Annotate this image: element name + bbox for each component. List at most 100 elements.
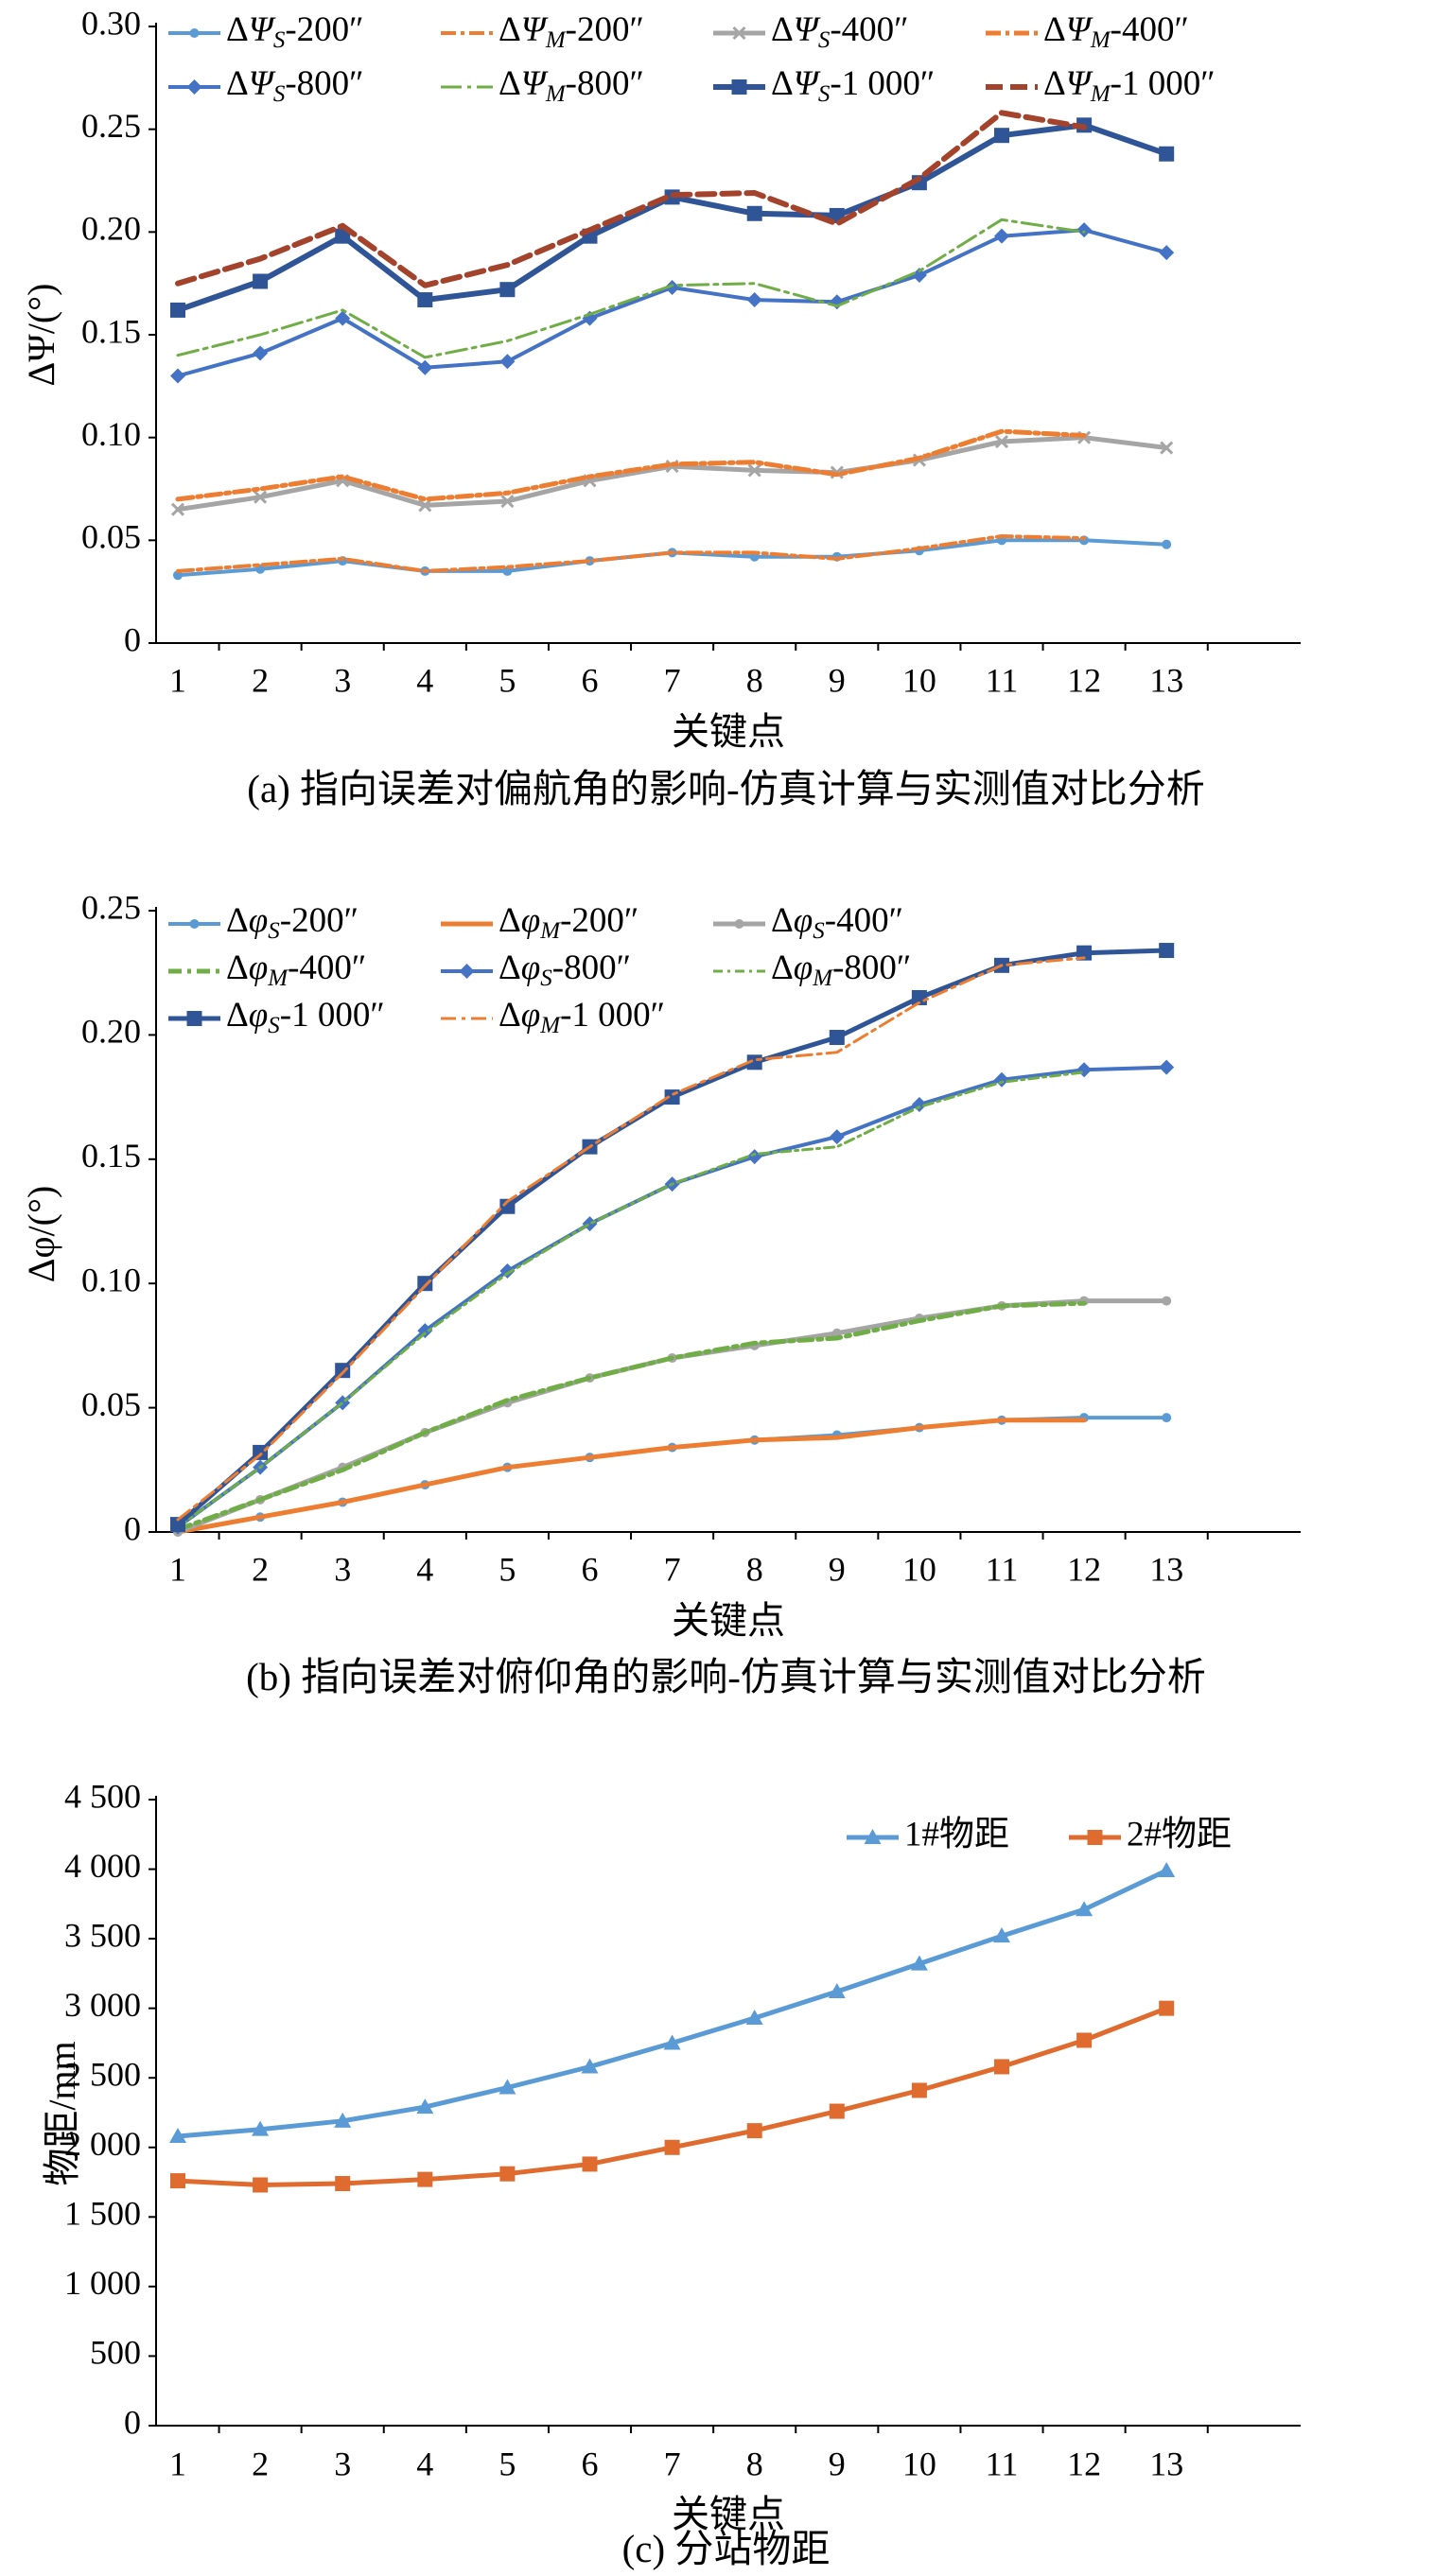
data-point [993,1927,1010,1943]
data-point [994,128,1009,144]
x-tick-label: 7 [664,1550,681,1588]
legend-label: 1#物距 [904,1815,1009,1854]
legend-label: ΔΨS-1 000″ [771,64,935,106]
series-7 [176,956,1086,1522]
data-point [994,1071,1009,1088]
data-point [170,368,185,384]
data-point [417,1323,433,1339]
series-0 [173,535,1172,581]
data-point [253,2177,269,2193]
legend-marker [459,964,475,979]
data-point [1076,2032,1093,2048]
y-tick-label: 0.10 [81,415,141,453]
chart-b-svg: 00.050.100.150.200.251 2 3 4 5 6 7 8 9 10 11 12 13关键… [20,888,1301,1642]
legend-marker [732,26,746,41]
x-tick-label: 1 [169,2445,186,2482]
x-tick-label: 5 [499,661,516,699]
data-point [170,302,185,318]
series-3 [175,1300,1087,1532]
series-1 [170,2000,1175,2193]
x-tick-label: 13 [1149,2445,1183,2482]
x-axis-title: 关键点 [672,710,785,753]
legend-marker [1087,1830,1103,1845]
x-tick-label: 5 [499,2445,516,2482]
data-point [417,292,433,308]
legend-label: ΔΨS-400″ [771,10,909,52]
series-line [176,1065,1169,1529]
series-line [176,218,1086,359]
x-tick-label: 9 [829,2445,846,2482]
y-tick-label: 0.25 [81,107,141,145]
legend-label: ΔφS-800″ [499,949,631,990]
data-point [417,359,433,375]
legend-label: ΔφM-200″ [499,901,639,943]
data-point [502,566,513,576]
x-tick-label: 10 [902,1550,936,1588]
legend-label: ΔΨM-200″ [499,10,644,52]
legend-label: ΔφM-400″ [226,949,366,990]
data-point [173,570,183,581]
data-point [170,502,185,516]
x-tick-label: 11 [986,1550,1019,1588]
data-point [334,2112,352,2128]
data-point [746,2123,762,2139]
y-tick-label: 0 [124,2403,141,2441]
x-tick-label: 11 [986,2445,1019,2482]
y-tick-label: 4 000 [64,1847,141,1885]
data-point [745,2009,763,2025]
series-4 [170,1059,1175,1535]
x-tick-label: 2 [252,2445,269,2482]
legend-marker [734,919,744,929]
x-tick-label: 12 [1067,1550,1101,1588]
y-tick-label: 0.15 [81,1137,141,1175]
series-line [175,435,1169,513]
x-tick-label: 6 [582,2445,599,2482]
series-line [175,1868,1169,2139]
x-tick-label: 6 [582,1550,599,1588]
chart-panel-a: 0 0.05 0.10 0.15 0.20 0.25 0.30 1 2 3 4 5 6 7 8 9 10 11 12… [0,0,1452,856]
legend-label: ΔφS-400″ [771,901,903,943]
legend-label: ΔφS-200″ [226,901,359,943]
x-tick-label: 5 [499,1550,516,1588]
series-line [175,428,1087,502]
data-point [1159,245,1175,261]
legend-marker [189,28,200,38]
series-1 [176,534,1087,573]
series-3 [175,428,1087,502]
series-0 [169,1862,1176,2144]
series-line [175,948,1169,1527]
x-tick-label: 12 [1067,661,1101,699]
x-tick-label: 4 [416,2445,433,2482]
series-line [175,110,1088,288]
data-point [335,1363,351,1379]
y-tick-label: 4 500 [64,1777,141,1815]
chart-b-caption: (b) 指向误差对俯仰角的影响-仿真计算与实测值对比分析 [246,1655,1206,1698]
data-point [169,2128,186,2144]
x-tick-label: 2 [252,661,269,699]
y-tick-label: 0.15 [81,312,141,350]
data-point [416,2098,434,2115]
y-tick-label: 0.20 [81,210,141,248]
legend-marker [864,1829,882,1844]
legend-marker [186,79,202,95]
series-line [176,228,1169,378]
x-tick-label: 10 [902,661,936,699]
y-tick-label: 2 500 [64,2055,141,2093]
x-tick-label: 1 [169,661,186,699]
series-line [176,956,1086,1522]
data-point [747,463,761,478]
chart-a-caption: (a) 指向误差对偏航角的影响-仿真计算与实测值对比分析 [247,767,1205,810]
y-tick-label: 0.30 [81,4,141,42]
chart-c-svg: 0 500 1 000 1 500 2 000 2 500 3 000 3 500 4 000 4… [41,1777,1301,2535]
y-tick-label: 1 000 [64,2264,141,2302]
data-point [829,2103,845,2119]
data-point [335,2176,351,2192]
data-point [1159,146,1175,162]
series-line [176,534,1087,573]
data-point [828,1983,846,1999]
x-tick-label: 13 [1149,661,1183,699]
series-5 [176,1070,1086,1529]
x-tick-label: 8 [746,1550,763,1588]
data-point [829,1030,845,1046]
data-point [746,292,762,308]
